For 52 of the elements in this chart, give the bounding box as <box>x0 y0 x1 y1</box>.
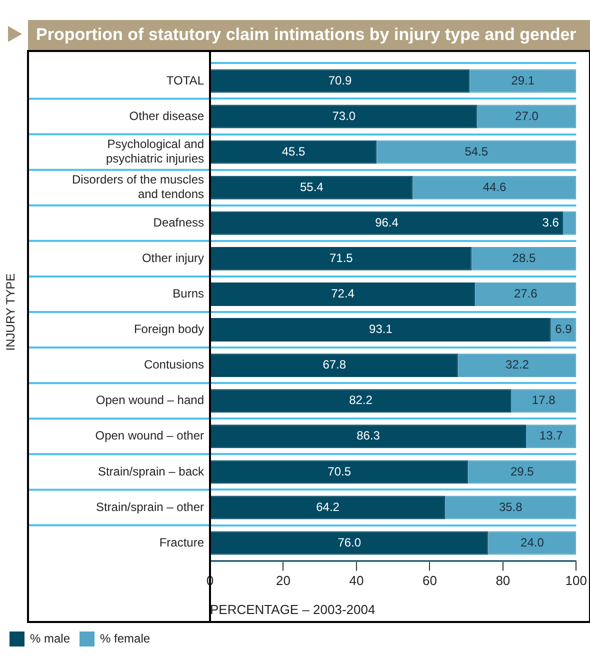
text: 27.0 <box>515 108 538 123</box>
text: 82.2 <box>349 393 372 408</box>
y-tick-label: Fracture <box>159 535 204 550</box>
y-tick-label: Open wound – other <box>95 428 204 443</box>
text: 71.5 <box>329 251 353 265</box>
y-tick-label: Other disease <box>129 108 204 123</box>
x-tick-label: 80 <box>496 573 510 588</box>
text: 32.2 <box>506 358 529 372</box>
text: 29.5 <box>510 464 534 478</box>
text: 35.8 <box>498 500 522 514</box>
x-tick-label: 60 <box>422 573 437 588</box>
text: 54.5 <box>464 144 488 158</box>
legend-label: % female <box>100 631 150 646</box>
chart-title: Proportion of statutory claim intimations by injury type and gender <box>28 20 590 50</box>
y-tick-label: Strain/sprain – other <box>96 500 204 514</box>
text: 24.0 <box>520 535 544 550</box>
y-tick-label: Burns <box>172 286 204 301</box>
x-tick-label: 40 <box>349 573 364 588</box>
text: 45.5 <box>282 144 306 158</box>
text: 67.8 <box>322 358 346 372</box>
text: 86.3 <box>356 428 380 443</box>
text: 93.1 <box>369 322 392 336</box>
y-tick-label: Foreign body <box>134 322 204 336</box>
y-tick-label: Open wound – hand <box>96 393 204 408</box>
x-axis-title: PERCENTAGE – 2003-2004 <box>210 602 376 617</box>
text: 96.4 <box>375 215 398 230</box>
y-axis-title: INJURY TYPE <box>4 273 18 351</box>
text: 27.6 <box>514 286 538 301</box>
text: 17.8 <box>532 393 556 408</box>
text: 29.1 <box>511 73 535 88</box>
y-tick-label: Strain/sprain – back <box>98 464 205 478</box>
legend-label: % male <box>30 631 70 646</box>
text: 44.6 <box>482 180 506 194</box>
text: 70.9 <box>328 73 352 88</box>
x-tick-label: 20 <box>276 573 290 588</box>
y-tick-label: Psychological and psychiatric injuries <box>106 137 204 166</box>
text: 55.4 <box>300 180 324 194</box>
text: 6.9 <box>555 322 572 336</box>
y-tick-label: Deafness <box>153 215 204 230</box>
text: 70.5 <box>328 464 351 478</box>
y-tick-label: Disorders of the muscles and tendons <box>72 172 204 202</box>
y-tick-label: Contusions <box>144 358 204 372</box>
text: 76.0 <box>338 535 362 550</box>
text: 64.2 <box>316 500 340 514</box>
x-tick-label: 100 <box>565 573 588 588</box>
text: 72.4 <box>331 286 354 301</box>
text: 13.7 <box>539 428 563 443</box>
text: 3.6 <box>542 215 559 230</box>
y-tick-label: TOTAL <box>166 73 204 88</box>
text: 28.5 <box>512 251 536 265</box>
y-tick-label: Other injury <box>142 251 204 265</box>
text: 73.0 <box>332 108 356 123</box>
